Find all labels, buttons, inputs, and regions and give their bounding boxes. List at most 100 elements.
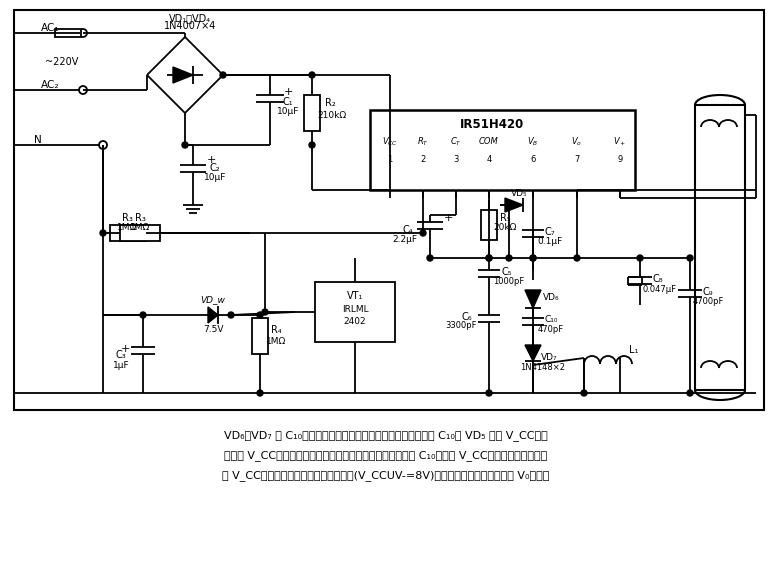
Text: R₅: R₅: [499, 213, 510, 223]
Text: $C_T$: $C_T$: [450, 136, 462, 148]
Circle shape: [530, 255, 536, 261]
Bar: [55, 29, 81, 37]
Text: C₂: C₂: [210, 163, 220, 173]
Text: 4: 4: [486, 155, 492, 164]
Text: $V_B$: $V_B$: [527, 136, 539, 148]
Text: IRLML: IRLML: [342, 306, 368, 315]
Text: 210kΩ: 210kΩ: [317, 110, 347, 119]
Circle shape: [486, 390, 492, 396]
Circle shape: [581, 390, 587, 396]
Text: C₉: C₉: [703, 287, 713, 297]
Text: N: N: [34, 135, 42, 145]
Circle shape: [506, 255, 512, 261]
Bar: [304, 95, 320, 131]
Text: +: +: [283, 87, 293, 97]
Text: 1000pF: 1000pF: [493, 276, 525, 285]
Text: VD₆、VD₇ 和 C₁₀组成充电泵电路，灯接入时的高频电压信号经 C₁₀和 VD₅ 加到 V_CC脚，: VD₆、VD₇ 和 C₁₀组成充电泵电路，灯接入时的高频电压信号经 C₁₀和 V…: [224, 430, 548, 441]
Circle shape: [140, 312, 146, 318]
Circle shape: [309, 72, 315, 78]
Text: C₄: C₄: [403, 225, 413, 235]
Bar: [481, 210, 497, 240]
Text: C₆: C₆: [462, 312, 472, 322]
Text: VD₇: VD₇: [540, 352, 557, 361]
Circle shape: [99, 141, 107, 149]
Bar: [14, 10, 764, 410]
Text: 6: 6: [530, 155, 536, 164]
Circle shape: [100, 230, 106, 236]
Text: R₂: R₂: [324, 98, 335, 108]
Text: 要 V_CC脚上电压降到欠电压锁定门限值(V_CCUV-=8V)以下，振荡器就会停振，在 V₀脚无输: 要 V_CC脚上电压降到欠电压锁定门限值(V_CCUV-=8V)以下，振荡器就会…: [222, 470, 550, 481]
Text: 0.1μF: 0.1μF: [537, 238, 563, 247]
Text: 0.047μF: 0.047μF: [643, 285, 677, 294]
Text: C₁₀: C₁₀: [544, 315, 557, 324]
Text: 2402: 2402: [344, 318, 366, 327]
Text: 9: 9: [618, 155, 623, 164]
Text: C₇: C₇: [545, 227, 555, 237]
Circle shape: [309, 142, 315, 148]
Text: IR51H420: IR51H420: [460, 118, 524, 131]
Circle shape: [257, 390, 263, 396]
Text: 1N4148×2: 1N4148×2: [520, 363, 566, 372]
Text: 1MΩ: 1MΩ: [117, 224, 137, 233]
Text: C₅: C₅: [502, 267, 513, 277]
Circle shape: [637, 255, 643, 261]
Text: ~220V: ~220V: [46, 57, 79, 67]
Circle shape: [574, 255, 580, 261]
Text: C₈: C₈: [652, 274, 663, 284]
Text: $V_o$: $V_o$: [571, 136, 583, 148]
Circle shape: [530, 255, 536, 261]
Circle shape: [220, 72, 226, 78]
Text: C₃: C₃: [116, 350, 127, 360]
Text: VD_w: VD_w: [201, 296, 225, 305]
Text: +: +: [443, 213, 452, 223]
Text: 1μF: 1μF: [113, 360, 130, 369]
Text: 1MΩ: 1MΩ: [266, 337, 286, 346]
Text: 2: 2: [421, 155, 425, 164]
Polygon shape: [525, 290, 541, 308]
Text: L₁: L₁: [629, 345, 638, 355]
Bar: [120, 225, 160, 241]
Circle shape: [486, 255, 492, 261]
Circle shape: [79, 29, 87, 37]
Text: VD₆: VD₆: [543, 293, 559, 302]
Bar: [370, 110, 635, 190]
Text: $V_+$: $V_+$: [614, 136, 627, 148]
Polygon shape: [208, 307, 218, 323]
Text: $V_{CC}$: $V_{CC}$: [382, 136, 398, 148]
Text: 10μF: 10μF: [277, 108, 300, 117]
Bar: [110, 225, 146, 241]
Circle shape: [420, 230, 426, 236]
Text: C₁: C₁: [283, 97, 293, 107]
Bar: [315, 282, 395, 342]
Bar: [252, 318, 268, 354]
Text: VD₅: VD₅: [511, 189, 527, 198]
Polygon shape: [173, 67, 193, 83]
Text: 470pF: 470pF: [538, 325, 564, 334]
Text: VT₁: VT₁: [347, 291, 363, 301]
Polygon shape: [525, 345, 541, 361]
Text: 20kΩ: 20kΩ: [493, 224, 516, 233]
Text: COM: COM: [479, 137, 499, 146]
Text: 1MΩ: 1MΩ: [130, 224, 150, 233]
Text: 7.5V: 7.5V: [203, 325, 223, 334]
Text: R₃: R₃: [134, 213, 145, 223]
Text: 3300pF: 3300pF: [445, 321, 477, 330]
Text: VD₁～VD₄: VD₁～VD₄: [169, 13, 211, 23]
Text: $R_T$: $R_T$: [417, 136, 429, 148]
Text: +: +: [120, 344, 130, 354]
Polygon shape: [505, 198, 523, 212]
Text: 7: 7: [574, 155, 580, 164]
Text: 4700pF: 4700pF: [692, 297, 723, 306]
Circle shape: [79, 86, 87, 94]
Bar: [695, 105, 745, 390]
Circle shape: [486, 255, 492, 261]
Text: +: +: [206, 155, 215, 165]
Circle shape: [228, 312, 234, 318]
Text: AC₁: AC₁: [41, 23, 59, 33]
Text: R₄: R₄: [271, 325, 281, 335]
Text: 1N4007×4: 1N4007×4: [164, 21, 216, 31]
Text: 1: 1: [388, 155, 393, 164]
Text: 10μF: 10μF: [204, 173, 226, 182]
Circle shape: [687, 255, 693, 261]
Text: 以增大 V_CC上的电压。如果灯未接入，则没有高频信号送至 C₁₀，于是 V_CC脚上电压会下降，只: 以增大 V_CC上的电压。如果灯未接入，则没有高频信号送至 C₁₀，于是 V_C…: [225, 450, 547, 461]
